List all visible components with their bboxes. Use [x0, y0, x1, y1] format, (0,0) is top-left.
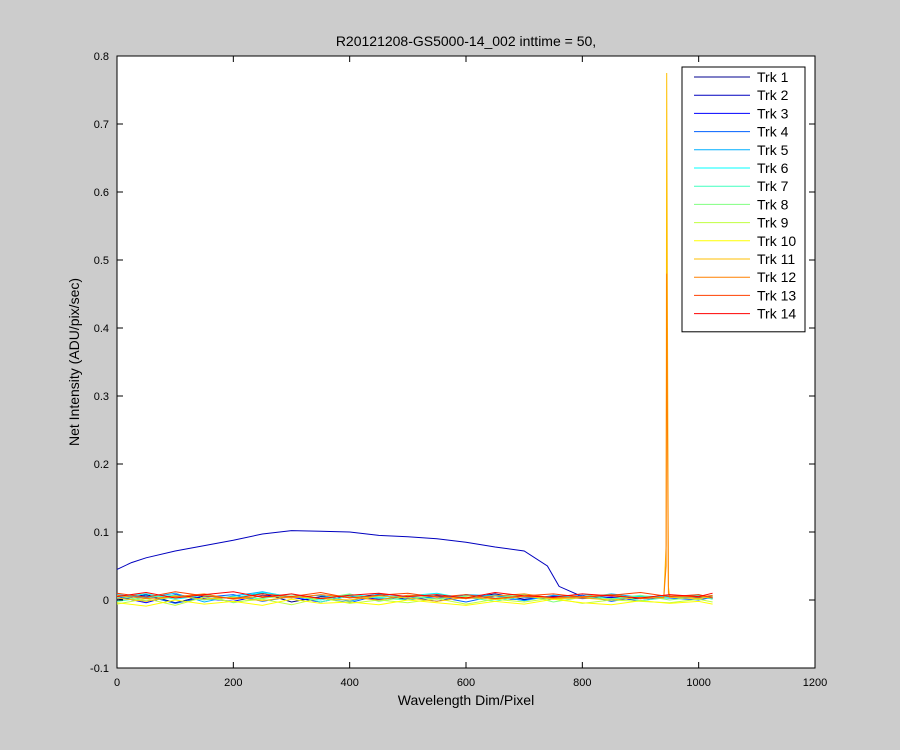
legend-label: Trk 13 [757, 287, 796, 303]
axis-ticks: 0 200 400 600 800 1000 1200 -0.1 0 0.1 0.2 0.3 0.4 0.… [90, 51, 827, 689]
legend-label: Trk 14 [757, 306, 796, 322]
legend-label: Trk 3 [757, 105, 789, 121]
series-line-trk-2 [116, 530, 713, 600]
y-tick-label: 0.7 [94, 119, 109, 131]
legend-label: Trk 4 [757, 124, 789, 140]
y-tick-label: -0.1 [90, 663, 109, 675]
legend: Trk 1 Trk 2 Trk 3 Trk 4 Trk 5 Trk 6 Trk 7 Trk 8… [681, 66, 806, 333]
y-axis-label: Net Intensity (ADU/pix/sec) [66, 278, 82, 446]
legend-box [681, 66, 806, 333]
y-tick-label: 0.8 [94, 51, 109, 63]
x-tick-label: 0 [114, 677, 120, 689]
legend-label: Trk 6 [757, 160, 789, 176]
legend-label: Trk 9 [757, 215, 789, 231]
y-tick-label: 0.1 [94, 527, 109, 539]
x-tick-label: 800 [573, 677, 591, 689]
chart-title: R20121208-GS5000-14_002 inttime = 50, [336, 33, 596, 49]
legend-label: Trk 10 [757, 233, 796, 249]
x-axis-label: Wavelength Dim/Pixel [398, 692, 534, 708]
legend-label: Trk 8 [757, 196, 789, 212]
y-tick-label: 0.5 [94, 255, 109, 267]
y-tick-label: 0.4 [94, 323, 109, 335]
series-line-trk-12 [116, 273, 713, 601]
legend-label: Trk 2 [757, 87, 789, 103]
x-tick-label: 1200 [803, 677, 827, 689]
legend-label: Trk 7 [757, 178, 789, 194]
y-tick-label: 0.3 [94, 391, 109, 403]
series-line-trk-10 [116, 598, 713, 607]
series-line-trk-9 [116, 596, 713, 606]
series-line-trk-14 [116, 591, 713, 600]
y-tick-label: 0.2 [94, 459, 109, 471]
x-tick-label: 600 [457, 677, 475, 689]
series-lines [116, 72, 713, 607]
x-tick-label: 1000 [686, 677, 710, 689]
legend-label: Trk 1 [757, 69, 789, 85]
legend-label: Trk 5 [757, 142, 789, 158]
legend-label: Trk 11 [757, 251, 795, 267]
x-tick-label: 200 [224, 677, 242, 689]
x-tick-label: 400 [340, 677, 358, 689]
legend-label: Trk 12 [757, 269, 796, 285]
y-tick-label: 0 [103, 595, 109, 607]
y-tick-label: 0.6 [94, 187, 109, 199]
